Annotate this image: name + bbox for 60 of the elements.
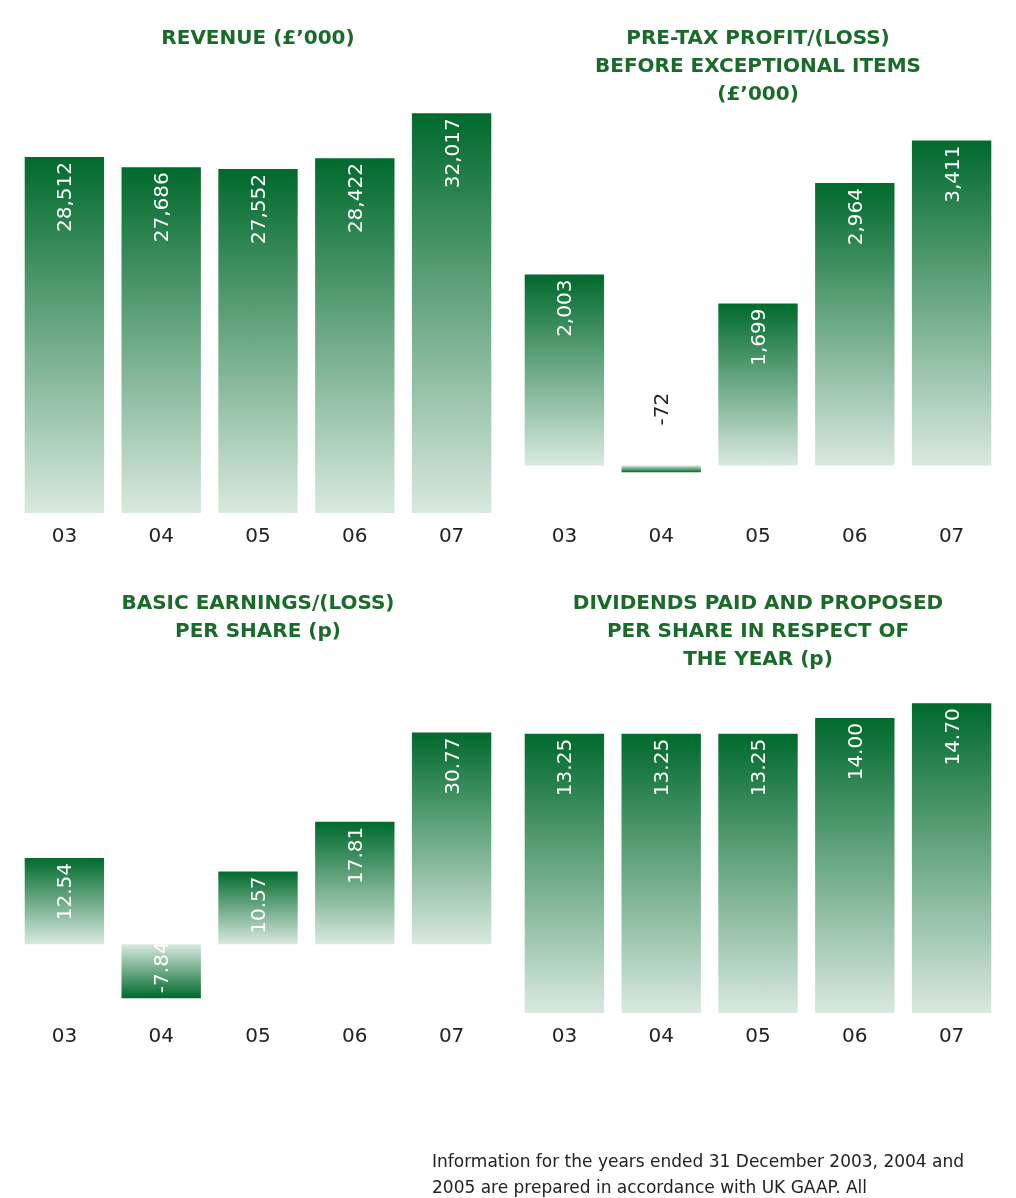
x-tick-label: 05: [745, 1023, 771, 1047]
bar: [218, 871, 298, 945]
chart-title: REVENUE (£’000): [161, 25, 355, 49]
data-label: 2,003: [552, 279, 577, 337]
data-label: 27,686: [149, 172, 174, 243]
x-tick-label: 05: [245, 1023, 271, 1047]
x-tick-label: 06: [842, 523, 868, 547]
data-label: 3,411: [939, 145, 964, 203]
x-tick-label: 06: [342, 523, 368, 547]
data-label: 12.54: [52, 862, 77, 921]
data-label: 2,964: [842, 188, 867, 246]
bar: [815, 183, 895, 466]
data-label: 30.77: [439, 737, 464, 795]
bar: [121, 167, 201, 513]
x-tick-label: 04: [648, 523, 674, 547]
bar: [411, 113, 492, 513]
data-label: 13.25: [552, 738, 577, 797]
x-tick-label: 03: [551, 523, 578, 547]
data-label: 28,512: [52, 162, 77, 232]
x-tick-label: 03: [51, 1023, 78, 1047]
text: Information for the years ended 31 December 2003, 2004 and 2005 are prepared in accordance with UK GAAP. All: [432, 1150, 966, 1198]
bar: [911, 140, 992, 466]
x-tick-label: 05: [745, 523, 771, 547]
bar: [218, 168, 298, 513]
data-label: 14.00: [842, 723, 867, 781]
bar: [621, 465, 701, 473]
x-tick-label: 03: [51, 523, 78, 547]
bar: [24, 857, 105, 945]
x-tick-label: 04: [148, 523, 174, 547]
x-tick-label: 03: [551, 1023, 578, 1047]
data-label: 17.81: [342, 826, 367, 884]
bar: [411, 732, 492, 945]
bar: [718, 303, 798, 466]
data-label: 1,699: [746, 308, 770, 366]
chart-title: BASIC EARNINGS/(LOSS) PER SHARE (p): [121, 590, 395, 642]
bar: [315, 158, 395, 513]
data-label: 13.25: [649, 738, 674, 797]
x-tick-label: 07: [938, 523, 965, 547]
bar: [24, 157, 105, 513]
chart-title: DIVIDENDS PAID AND PROPOSED PER SHARE IN RESPECT OF THE YEAR (p): [572, 590, 944, 670]
chart-title: PRE-TAX PROFIT/(LOSS) BEFORE EXCEPTIONAL ITEMS (£’000): [594, 25, 922, 105]
data-label: 32,017: [439, 118, 464, 189]
x-tick-label: 07: [438, 1023, 465, 1047]
data-label: 27,552: [246, 173, 270, 244]
x-tick-label: 06: [342, 1023, 368, 1047]
data-label: 13.25: [746, 738, 770, 797]
data-label: -7.84: [149, 941, 174, 994]
x-tick-label: 07: [438, 523, 465, 547]
bar: [315, 821, 395, 945]
data-label: 10.57: [246, 876, 270, 934]
x-tick-label: 06: [842, 1023, 868, 1047]
x-tick-label: 07: [938, 1023, 965, 1047]
bar: [121, 944, 201, 999]
bar: [524, 274, 605, 466]
data-label: 14.70: [939, 708, 964, 766]
data-label: 28,422: [342, 163, 367, 234]
x-tick-label: 04: [648, 1023, 674, 1047]
data-label: -72: [649, 392, 674, 426]
x-tick-label: 05: [245, 523, 271, 547]
x-tick-label: 04: [148, 1023, 174, 1047]
